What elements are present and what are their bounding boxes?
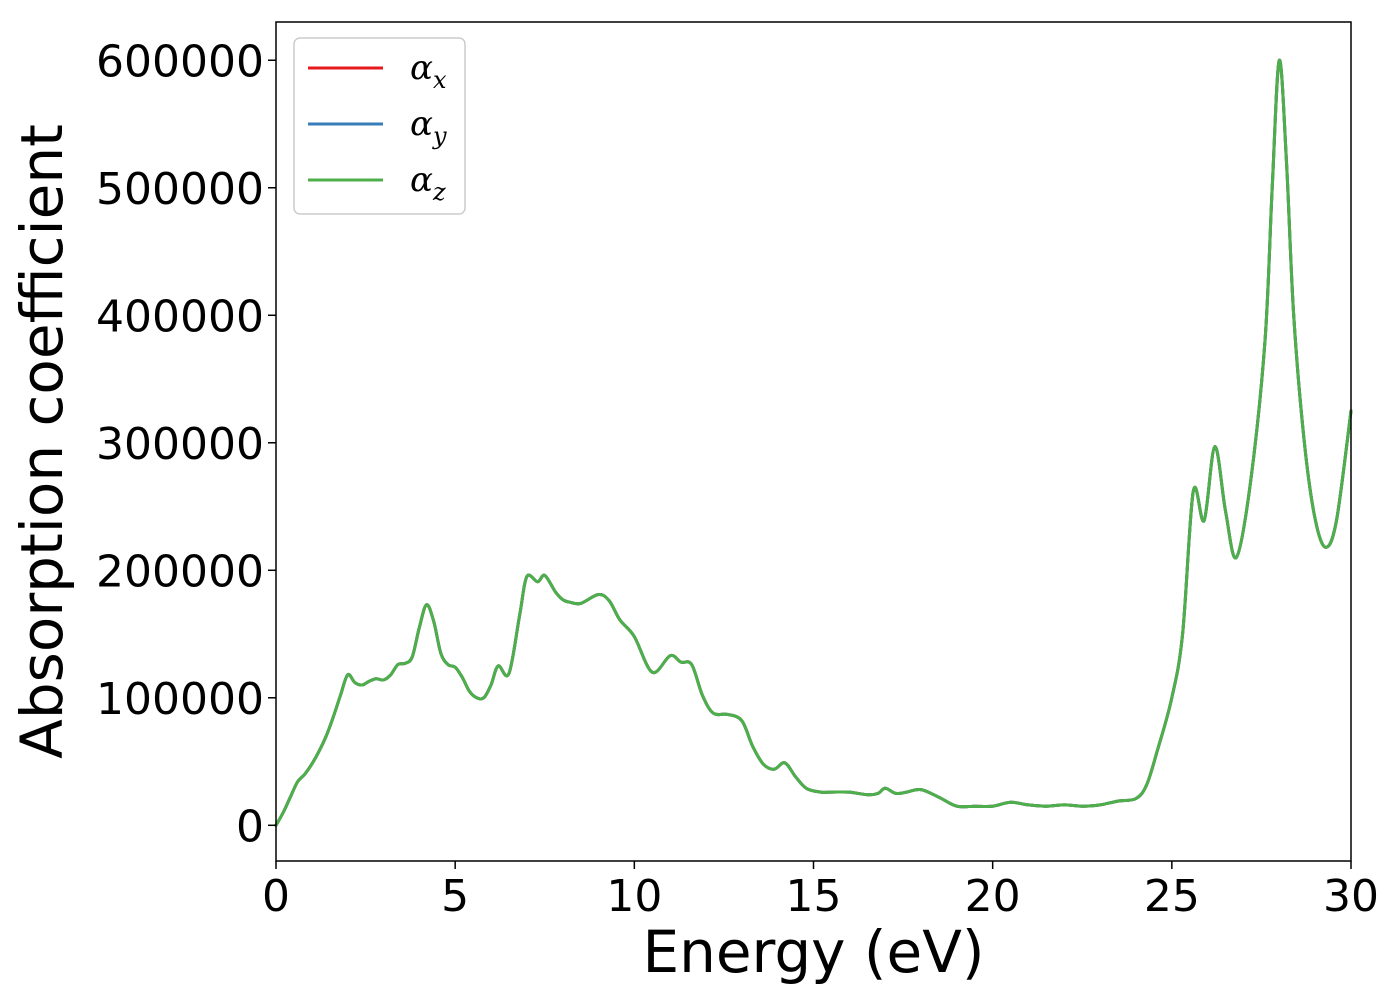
legend-box — [293, 37, 466, 215]
legend-symbol: α — [410, 160, 433, 200]
x-tick-label: 15 — [786, 871, 842, 922]
legend-symbol: α — [410, 48, 433, 88]
legend-subscript: z — [432, 178, 446, 206]
legend-subscript: x — [433, 66, 447, 94]
y-tick-label: 400000 — [96, 291, 264, 342]
x-tick-label: 25 — [1144, 871, 1200, 922]
series-line-z — [274, 58, 1353, 827]
x-tick-label: 30 — [1323, 871, 1379, 922]
x-tick-label: 0 — [262, 871, 290, 922]
y-tick-label: 200000 — [96, 546, 264, 597]
y-tick-label: 300000 — [96, 419, 264, 470]
y-axis: 0 100000 200000 300000 400000 500000 600000 — [96, 36, 276, 852]
y-tick-label: 600000 — [96, 36, 264, 87]
legend-label-y: αy — [410, 104, 447, 150]
legend-label-z: αz — [410, 160, 446, 206]
plot-lines — [274, 58, 1353, 827]
x-axis: 0 5 10 15 20 25 30 — [262, 861, 1379, 922]
x-tick-label: 20 — [965, 871, 1021, 922]
legend-symbol: α — [410, 104, 433, 144]
legend-subscript: y — [432, 122, 447, 150]
y-tick-label: 0 — [236, 801, 264, 852]
legend-label-x: αx — [410, 48, 447, 94]
x-tick-label: 5 — [441, 871, 469, 922]
x-tick-label: 10 — [606, 871, 662, 922]
y-axis-title: Absorption coefficient — [8, 124, 76, 759]
y-tick-label: 500000 — [96, 164, 264, 215]
x-axis-title: Energy (eV) — [642, 918, 984, 986]
y-tick-label: 100000 — [96, 674, 264, 725]
